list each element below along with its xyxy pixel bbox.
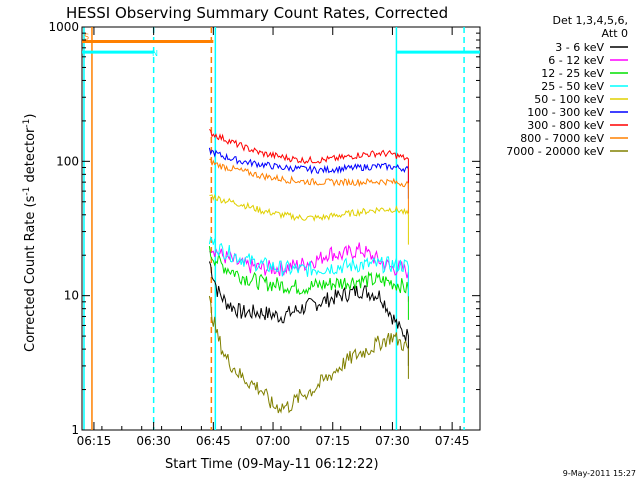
series-line-7 (209, 158, 409, 214)
series-line-3 (208, 235, 409, 297)
x-tick-label-0: 06:15 (77, 434, 112, 448)
series-line-2 (208, 246, 409, 320)
x-tick-label-2: 06:45 (196, 434, 231, 448)
state-bar-label-0: S (84, 32, 89, 41)
legend-label-7: 800 - 7000 keV (520, 132, 604, 145)
x-tick-label-4: 07:15 (315, 434, 350, 448)
x-tick-label-1: 06:30 (136, 434, 171, 448)
legend-header-detectors: Det 1,3,4,5,6, (552, 14, 628, 27)
y-tick-label-1: 10 (64, 289, 79, 303)
timestamp: 9-May-2011 15:27 (563, 469, 636, 478)
chart-title: HESSI Observing Summary Count Rates, Cor… (66, 4, 448, 22)
legend-header-attenuator: Att 0 (602, 27, 628, 40)
y-axis-label: Corrected Count Rate (s-1 detector-1) (22, 114, 38, 352)
x-tick-label-5: 07:30 (375, 434, 410, 448)
series-line-4 (209, 193, 409, 245)
attenuator-state-bars: SN (82, 32, 480, 58)
series-line-5 (208, 147, 409, 199)
legend-label-4: 50 - 100 keV (534, 93, 604, 106)
y-tick-label-0: 1 (71, 423, 79, 437)
x-axis-label: Start Time (09-May-11 06:12:22) (165, 457, 379, 472)
series-line-0 (208, 261, 409, 366)
axis-ticks: 06:15 06:30 06:45 07:00 07:15 07:30 07:45 1 10 10… (48, 20, 481, 448)
series-lines (208, 129, 409, 414)
legend-label-2: 12 - 25 keV (541, 67, 604, 80)
y-tick-label-2: 100 (56, 154, 79, 168)
y-tick-label-3: 1000 (48, 20, 79, 34)
state-bar-label-1: N (152, 49, 158, 58)
series-line-8 (208, 295, 409, 414)
legend-label-3: 25 - 50 keV (541, 80, 604, 93)
legend-label-5: 100 - 300 keV (527, 106, 604, 119)
legend-label-8: 7000 - 20000 keV (506, 145, 604, 158)
series-line-6 (209, 129, 409, 189)
legend-label-1: 6 - 12 keV (548, 54, 604, 67)
x-tick-label-6: 07:45 (435, 434, 470, 448)
x-tick-label-3: 07:00 (256, 434, 291, 448)
legend-label-0: 3 - 6 keV (555, 41, 604, 54)
legend-label-6: 300 - 800 keV (527, 119, 604, 132)
vertical-markers (83, 27, 465, 430)
